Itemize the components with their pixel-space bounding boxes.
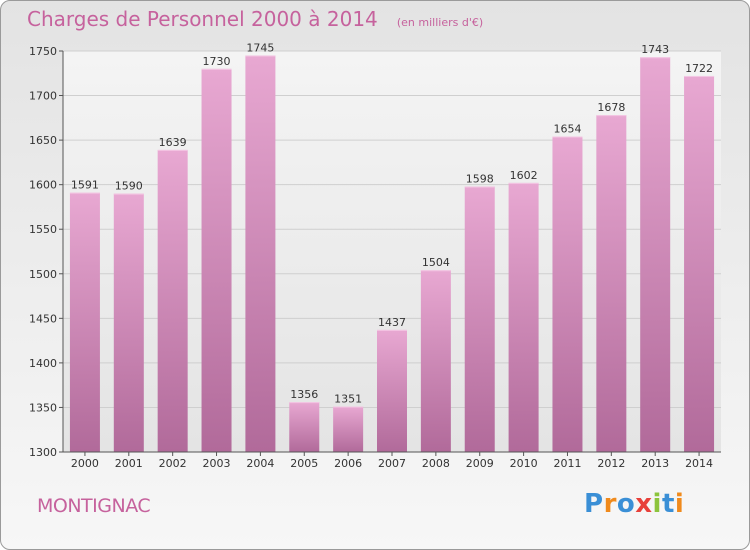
y-tick-label: 1450 (29, 312, 57, 325)
x-tick-label: 2006 (334, 457, 362, 470)
axis-layer: 1300 1350 1400 1450 1500 1550 1600 1650 1700 1750… (29, 45, 721, 470)
x-tick-label: 2005 (290, 457, 318, 470)
bar[interactable] (552, 136, 583, 452)
x-tick-label: 2013 (641, 457, 669, 470)
logo-letter: x (635, 489, 653, 519)
bar-value-label: 1730 (203, 55, 231, 68)
bar[interactable] (420, 270, 451, 452)
bar-value-label: 1504 (422, 256, 450, 269)
x-tick-label: 2001 (115, 457, 143, 470)
y-tick-label: 1400 (29, 357, 57, 370)
x-tick-label: 2011 (553, 457, 581, 470)
bar[interactable] (289, 402, 320, 452)
x-tick-label: 2007 (378, 457, 406, 470)
x-tick-label: 2003 (203, 457, 231, 470)
bars-layer (69, 55, 715, 453)
x-tick-label: 2004 (246, 457, 274, 470)
x-tick-label: 2014 (685, 457, 713, 470)
x-tick-label: 2000 (71, 457, 99, 470)
logo-letter: t (661, 489, 675, 519)
title-row: Charges de Personnel 2000 à 2014 (en mil… (27, 7, 483, 31)
logo-letter: r (603, 489, 617, 519)
commune-name: MONTIGNAC (37, 495, 151, 517)
bar-value-label: 1437 (378, 316, 406, 329)
y-tick-label: 1350 (29, 401, 57, 414)
bar[interactable] (596, 115, 627, 452)
y-tick-label: 1500 (29, 268, 57, 281)
x-tick-label: 2012 (597, 457, 625, 470)
y-tick-label: 1300 (29, 446, 57, 459)
y-tick-label: 1550 (29, 223, 57, 236)
bar[interactable] (245, 55, 276, 452)
bar[interactable] (157, 149, 188, 452)
x-tick-label: 2010 (510, 457, 538, 470)
bar[interactable] (377, 329, 407, 452)
bar-value-label: 1590 (115, 180, 143, 193)
bar[interactable] (333, 406, 364, 452)
y-tick-label: 1700 (29, 90, 57, 103)
bar-value-label: 1654 (553, 123, 581, 136)
chart-title: Charges de Personnel 2000 à 2014 (27, 7, 378, 31)
chart-subtitle: (en milliers d'€) (396, 16, 484, 29)
y-tick-label: 1750 (29, 45, 57, 58)
proxiti-logo[interactable]: Proxiti (584, 489, 684, 519)
logo-letter: o (616, 489, 636, 519)
bar[interactable] (684, 75, 715, 452)
bar[interactable] (508, 182, 539, 452)
y-tick-label: 1600 (29, 179, 57, 192)
x-tick-label: 2009 (466, 457, 494, 470)
bar-value-label: 1598 (466, 172, 494, 185)
logo-letter: i (674, 489, 685, 519)
bar-value-label: 1745 (246, 41, 274, 54)
bar-value-label: 1639 (159, 136, 187, 149)
bar-value-label: 1602 (510, 169, 538, 182)
logo-letter: i (652, 489, 662, 519)
y-tick-label: 1650 (29, 134, 57, 147)
bar[interactable] (113, 193, 144, 453)
x-tick-label: 2002 (159, 457, 187, 470)
bar-value-label: 1743 (641, 43, 669, 56)
bar-value-label: 1351 (334, 393, 362, 406)
bar[interactable] (69, 192, 100, 453)
labels-layer: 1591 1590 1639 1730 1745 1356 1351 1437 1504 1598… (71, 41, 713, 405)
bar[interactable] (640, 57, 671, 452)
bar-value-label: 1678 (597, 101, 625, 114)
bar-value-label: 1722 (685, 62, 713, 75)
bar-value-label: 1591 (71, 179, 99, 192)
logo-letter: P (584, 489, 604, 519)
bar[interactable] (201, 68, 232, 453)
bar-value-label: 1356 (290, 388, 318, 401)
bar[interactable] (464, 186, 495, 452)
x-tick-label: 2008 (422, 457, 450, 470)
